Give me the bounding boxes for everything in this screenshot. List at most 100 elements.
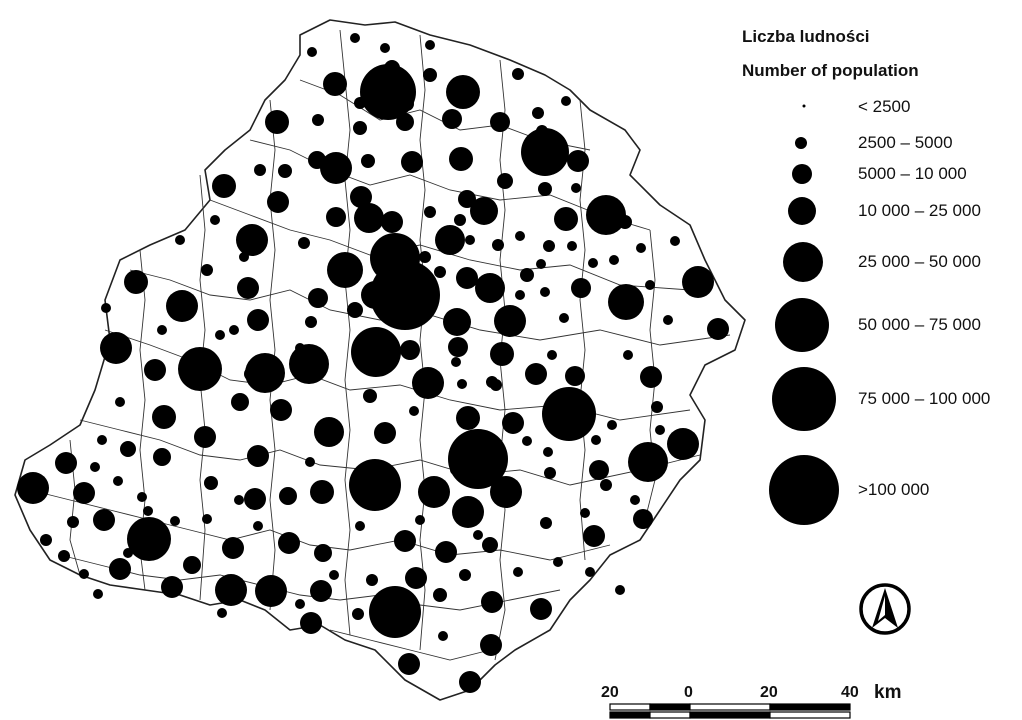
population-symbol — [707, 318, 729, 340]
population-symbol — [375, 329, 385, 339]
scale-tick-right-20: 20 — [760, 684, 778, 701]
population-symbol — [58, 550, 70, 562]
population-symbol — [454, 214, 466, 226]
population-symbol — [361, 281, 389, 309]
population-symbol — [305, 457, 315, 467]
population-symbol — [543, 240, 555, 252]
population-symbol — [217, 608, 227, 618]
population-symbol — [515, 231, 525, 241]
population-symbol — [201, 264, 213, 276]
population-symbol — [682, 266, 714, 298]
population-symbol — [157, 325, 167, 335]
population-symbol — [490, 112, 510, 132]
population-symbol — [289, 344, 329, 384]
population-symbol — [352, 608, 364, 620]
population-symbol — [636, 243, 646, 253]
scale-bar — [609, 703, 851, 719]
population-symbol — [222, 537, 244, 559]
population-symbol — [451, 357, 461, 367]
population-symbol — [17, 472, 49, 504]
population-symbol — [279, 487, 297, 505]
population-symbol — [667, 428, 699, 460]
population-symbol — [298, 237, 310, 249]
population-symbol — [93, 589, 103, 599]
population-symbol — [270, 399, 292, 421]
legend-symbol-2500-5000 — [795, 137, 807, 149]
population-symbol — [137, 492, 147, 502]
population-symbol — [490, 476, 522, 508]
population-symbol — [210, 215, 220, 225]
population-symbol — [178, 347, 222, 391]
population-symbol — [433, 588, 447, 602]
population-symbol — [312, 114, 324, 126]
population-symbol — [215, 574, 247, 606]
population-symbol — [123, 548, 133, 558]
population-symbol — [115, 397, 125, 407]
population-symbol — [307, 47, 317, 57]
population-symbol — [370, 260, 440, 330]
population-symbol — [438, 631, 448, 641]
population-symbol — [628, 442, 668, 482]
scale-tick-zero: 0 — [684, 684, 693, 701]
population-symbol — [161, 576, 183, 598]
population-symbol — [347, 302, 363, 318]
population-symbol — [380, 43, 390, 53]
legend-label-10000-25000: 10 000 – 25 000 — [858, 201, 981, 220]
population-symbol — [101, 303, 111, 313]
population-symbol — [113, 476, 123, 486]
population-symbol — [561, 96, 571, 106]
population-symbol — [300, 612, 322, 634]
population-symbol — [456, 406, 480, 430]
population-symbol — [327, 252, 363, 288]
legend-label-2500-5000: 2500 – 5000 — [858, 133, 953, 152]
population-symbol — [559, 313, 569, 323]
population-symbol — [314, 544, 332, 562]
population-symbol — [323, 72, 347, 96]
population-symbol — [361, 154, 375, 168]
population-symbol — [202, 514, 212, 524]
legend-label-75000-100000: 75 000 – 100 000 — [858, 389, 991, 408]
population-symbol — [381, 211, 403, 233]
population-symbol — [600, 479, 612, 491]
legend-label-5000-10000: 5000 – 10 000 — [858, 164, 967, 183]
population-symbol — [585, 567, 595, 577]
population-symbol — [419, 251, 431, 263]
population-symbol — [554, 207, 578, 231]
population-symbol — [446, 75, 480, 109]
population-symbol — [448, 337, 468, 357]
population-symbol — [442, 109, 462, 129]
population-symbol — [522, 436, 532, 446]
population-symbol — [502, 412, 524, 434]
population-symbol — [515, 290, 525, 300]
population-symbol — [423, 68, 437, 82]
population-symbol — [452, 496, 484, 528]
population-symbol — [265, 110, 289, 134]
population-symbol — [366, 574, 378, 586]
population-symbol — [480, 634, 502, 656]
legend-label-50000-75000: 50 000 – 75 000 — [858, 315, 981, 334]
population-symbol — [175, 235, 185, 245]
population-symbol — [589, 460, 609, 480]
population-symbol — [571, 183, 581, 193]
population-symbol — [553, 557, 563, 567]
population-symbol — [400, 340, 420, 360]
population-symbol — [229, 325, 239, 335]
population-symbol — [405, 567, 427, 589]
scale-tick-40: 40 — [841, 684, 859, 701]
population-symbol — [100, 332, 132, 364]
population-symbol — [425, 40, 435, 50]
population-symbol — [97, 435, 107, 445]
population-symbol — [542, 387, 596, 441]
population-symbol — [536, 125, 548, 137]
population-symbol — [329, 570, 339, 580]
scale-unit: km — [874, 682, 902, 703]
population-symbol — [183, 556, 201, 574]
population-symbol — [401, 151, 423, 173]
population-symbol — [204, 476, 218, 490]
population-symbol — [540, 287, 550, 297]
population-symbol — [544, 467, 556, 479]
population-symbol — [490, 342, 514, 366]
population-symbol — [435, 225, 465, 255]
population-symbol — [253, 521, 263, 531]
population-symbol — [363, 389, 377, 403]
